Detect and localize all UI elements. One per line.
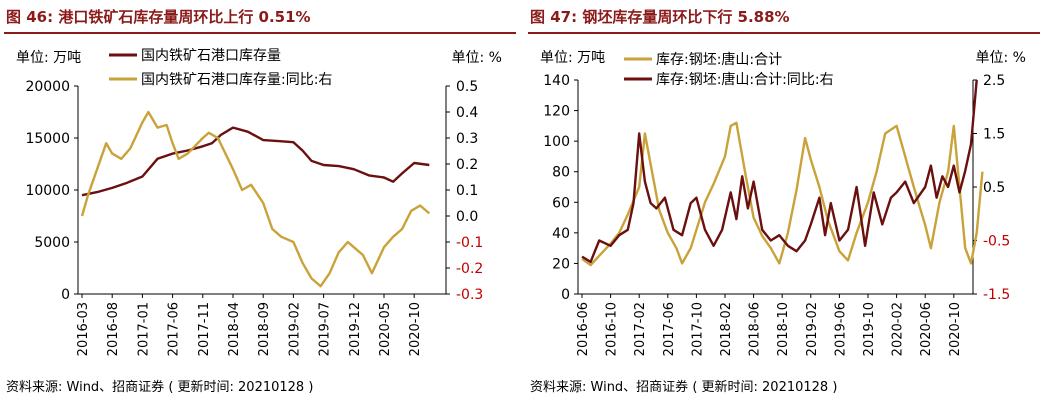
y-right-tick-label: 0.2	[456, 157, 478, 173]
y-left-tick-label: 100	[543, 134, 570, 150]
x-tick-label: 2018-02	[719, 302, 734, 356]
x-tick-label: 2017-10	[690, 302, 705, 356]
y-right-tick-label: 0.0	[456, 209, 478, 225]
y-left-tick-label: 60	[552, 195, 570, 211]
x-tick-label: 2020-10	[408, 302, 423, 356]
y-left-tick-label: 80	[552, 165, 570, 181]
x-tick-label: 2017-11	[197, 302, 212, 356]
x-tick-label: 2016-06	[576, 302, 591, 356]
x-tick-label: 2020-05	[378, 302, 393, 356]
unit-left: 单位: 万吨	[540, 50, 605, 66]
chart-title: 图 47: 钢坯库存量周环比下行 5.88%	[528, 6, 1040, 34]
x-tick-label: 2020-06	[919, 302, 934, 356]
series-line	[80, 110, 431, 288]
chart-svg: 单位: 万吨 单位: % 20000 15000 10000 5000 0 0.5 0.4 0.3…	[16, 48, 502, 356]
y-left-tick-label: 140	[543, 73, 570, 89]
chart-svg: 单位: 万吨 单位: % 140 120 100 80 60 40 20 0 2.5 1.5 0.5 -0…	[540, 50, 1026, 356]
series-line	[81, 126, 430, 197]
y-right-tick-label: 0.1	[456, 183, 478, 199]
y-right-tick-label: 0.5	[983, 180, 1005, 196]
y-left-tick-label: 0	[561, 287, 570, 303]
series-line	[581, 79, 978, 264]
x-tick-label: 2016-10	[605, 302, 620, 356]
source-note: 资料来源: Wind、招商证券 ( 更新时间: 20210128 )	[6, 380, 314, 395]
unit-left: 单位: 万吨	[16, 50, 81, 66]
unit-right: 单位: %	[452, 50, 502, 66]
y-left-tick-label: 20000	[25, 79, 70, 95]
y-right-tick-label: -0.2	[456, 261, 483, 277]
chart-panel-right: 图 47: 钢坯库存量周环比下行 5.88% 单位: 万吨 单位: % 140 120…	[528, 0, 1040, 404]
x-tick-label: 2017-06	[167, 302, 182, 356]
x-tick-label: 2017-02	[633, 302, 648, 356]
x-tick-label: 2020-10	[948, 302, 963, 356]
x-tick-label: 2020-02	[891, 302, 906, 356]
chart-panel-left: 图 46: 港口铁矿石库存量周环比上行 0.51% 单位: 万吨 单位: % 200…	[4, 0, 516, 404]
y-right-tick-label: 0.4	[456, 105, 478, 121]
y-right-tick-label: 1.5	[983, 127, 1005, 143]
x-tick-label: 2019-02	[805, 302, 820, 356]
x-tick-label: 2018-06	[748, 302, 763, 356]
x-tick-label: 2018-10	[776, 302, 791, 356]
x-tick-label: 2017-06	[662, 302, 677, 356]
x-tick-label: 2019-07	[318, 302, 333, 356]
x-tick-label: 2016-03	[76, 302, 91, 356]
x-tick-label: 2017-01	[136, 302, 151, 356]
y-left-tick-label: 0	[61, 287, 70, 303]
y-left-tick-label: 20	[552, 256, 570, 272]
y-right-tick-label: 0.3	[456, 131, 478, 147]
legend-label: 库存:钢坯:唐山:合计	[656, 51, 782, 68]
unit-right: 单位: %	[976, 50, 1026, 66]
x-tick-label: 2016-08	[106, 302, 121, 356]
chart-title: 图 46: 港口铁矿石库存量周环比上行 0.51%	[4, 6, 516, 34]
y-right-tick-label: -0.3	[456, 287, 483, 303]
y-left-tick-label: 10000	[25, 183, 70, 199]
x-tick-label: 2019-02	[287, 302, 302, 356]
x-tick-label: 2019-12	[348, 302, 363, 356]
legend-label: 库存:钢坯:唐山:合计:同比:右	[656, 71, 834, 88]
y-right-tick-label: 2.5	[983, 73, 1005, 89]
x-tick-label: 2019-10	[862, 302, 877, 356]
legend-label: 国内铁矿石港口库存量	[141, 48, 281, 64]
y-left-tick-label: 15000	[25, 131, 70, 147]
y-left-tick-label: 40	[552, 226, 570, 242]
x-tick-label: 2018-09	[257, 302, 272, 356]
y-left-tick-label: 5000	[34, 235, 70, 251]
source-note: 资料来源: Wind、招商证券 ( 更新时间: 20210128 )	[530, 380, 838, 395]
x-tick-label: 2019-06	[833, 302, 848, 356]
y-right-tick-label: -0.5	[983, 234, 1010, 250]
x-tick-label: 2018-04	[227, 302, 242, 356]
series-line	[581, 121, 984, 267]
legend-label: 国内铁矿石港口库存量:同比:右	[141, 72, 332, 88]
y-right-tick-label: -1.5	[983, 287, 1010, 303]
y-right-tick-label: 0.5	[456, 79, 478, 95]
y-left-tick-label: 120	[543, 104, 570, 120]
y-right-tick-label: -0.1	[456, 235, 483, 251]
